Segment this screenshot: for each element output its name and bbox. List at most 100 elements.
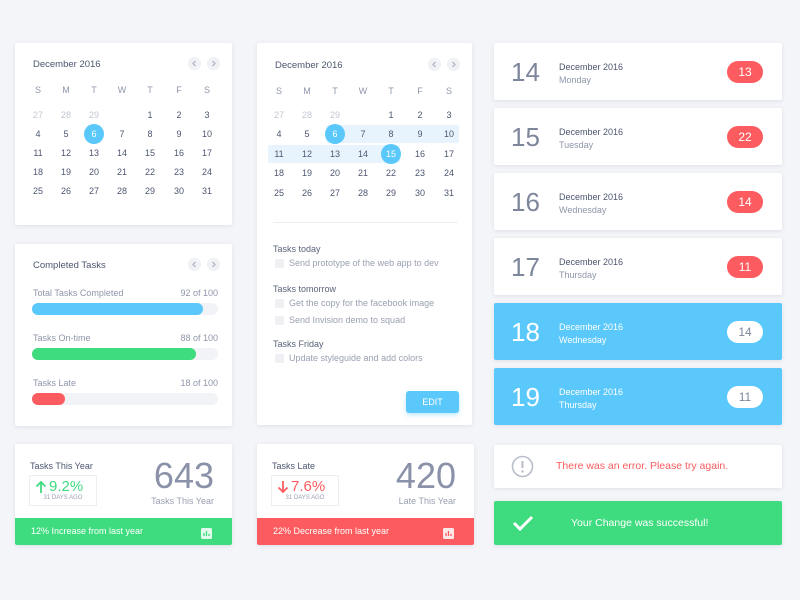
prev-arrow-part: [192, 60, 196, 67]
day[interactable]: 26: [301, 188, 313, 198]
edit-button[interactable]: EDIT: [406, 391, 459, 413]
checkbox[interactable]: [275, 316, 284, 325]
next-arrow[interactable]: [207, 258, 220, 271]
day[interactable]: 14: [357, 149, 369, 159]
day[interactable]: 2: [417, 110, 423, 120]
prev-arrow[interactable]: [188, 258, 201, 271]
day[interactable]: 17: [443, 149, 455, 159]
day[interactable]: 23: [414, 168, 426, 178]
chart-icon: [201, 526, 212, 539]
day[interactable]: 16: [173, 148, 185, 158]
next-arrow[interactable]: [447, 58, 460, 71]
change-arrow-part: [35, 480, 47, 493]
day[interactable]: 6: [91, 129, 97, 139]
day[interactable]: 19: [301, 168, 313, 178]
day[interactable]: 24: [443, 168, 455, 178]
day[interactable]: 24: [201, 167, 213, 177]
day[interactable]: 27: [273, 110, 285, 120]
day[interactable]: 27: [329, 188, 341, 198]
day[interactable]: 31: [201, 186, 213, 196]
day[interactable]: 17: [201, 148, 213, 158]
day[interactable]: 16: [414, 149, 426, 159]
day[interactable]: 30: [414, 188, 426, 198]
day[interactable]: 28: [301, 110, 313, 120]
day[interactable]: 29: [329, 110, 341, 120]
chart-icon-part: [201, 528, 212, 539]
task-group-title: Tasks Friday: [273, 339, 324, 349]
day[interactable]: 27: [32, 110, 44, 120]
day[interactable]: 11: [274, 149, 284, 159]
day[interactable]: 4: [276, 129, 282, 139]
day[interactable]: 29: [385, 188, 397, 198]
day[interactable]: 22: [385, 168, 397, 178]
next-arrow-part: [207, 258, 220, 271]
change-value: 7.6%: [291, 478, 326, 495]
progress-value: 88 of 100: [180, 333, 218, 343]
day[interactable]: 28: [357, 188, 369, 198]
day[interactable]: 8: [388, 129, 394, 139]
day[interactable]: 1: [388, 110, 394, 120]
day[interactable]: 25: [273, 188, 285, 198]
day[interactable]: 8: [147, 129, 153, 139]
day[interactable]: 26: [60, 186, 72, 196]
day[interactable]: 27: [88, 186, 100, 196]
selected-day: [325, 124, 345, 144]
success-icon-part: [512, 515, 534, 532]
day-weekday: Tuesday: [559, 140, 594, 150]
day[interactable]: 2: [176, 110, 182, 120]
count-badge: 11: [727, 386, 763, 408]
day-month: December 2016: [559, 62, 624, 72]
next-arrow-part: [447, 58, 460, 71]
next-arrow[interactable]: [207, 57, 220, 70]
day[interactable]: 20: [329, 168, 341, 178]
day[interactable]: 18: [273, 168, 285, 178]
day[interactable]: 7: [360, 129, 366, 139]
day[interactable]: 5: [63, 129, 69, 139]
change-box: 9.2% 31 DAYS AGO: [29, 475, 97, 506]
day[interactable]: 15: [385, 149, 397, 159]
day[interactable]: 19: [60, 167, 72, 177]
prev-arrow[interactable]: [428, 58, 441, 71]
day[interactable]: 31: [443, 188, 455, 198]
day[interactable]: 6: [332, 129, 338, 139]
day[interactable]: 3: [446, 110, 452, 120]
day[interactable]: 21: [116, 167, 128, 177]
day[interactable]: 18: [32, 167, 44, 177]
day[interactable]: 28: [60, 110, 72, 120]
day[interactable]: 30: [173, 186, 185, 196]
day[interactable]: 29: [88, 110, 100, 120]
day[interactable]: 29: [144, 186, 156, 196]
checkbox[interactable]: [275, 354, 284, 363]
prev-arrow[interactable]: [188, 57, 201, 70]
weekday: M: [62, 85, 70, 95]
change-value: 9.2%: [49, 478, 84, 495]
day[interactable]: 14: [116, 148, 128, 158]
day[interactable]: 1: [147, 110, 153, 120]
day[interactable]: 4: [35, 129, 41, 139]
checkbox[interactable]: [275, 259, 284, 268]
day[interactable]: 10: [443, 129, 455, 139]
day[interactable]: 12: [301, 149, 313, 159]
day[interactable]: 11: [33, 148, 43, 158]
day[interactable]: 21: [357, 168, 369, 178]
day[interactable]: 3: [204, 110, 210, 120]
day[interactable]: 25: [32, 186, 44, 196]
day[interactable]: 10: [201, 129, 213, 139]
day[interactable]: 28: [116, 186, 128, 196]
prev-arrow-part: [428, 58, 441, 71]
checkbox[interactable]: [275, 299, 284, 308]
day[interactable]: 9: [176, 129, 182, 139]
day[interactable]: 13: [88, 148, 100, 158]
day[interactable]: 13: [329, 149, 341, 159]
day[interactable]: 5: [304, 129, 310, 139]
calendar-title: December 2016: [275, 60, 343, 71]
day[interactable]: 20: [88, 167, 100, 177]
day[interactable]: 7: [119, 129, 125, 139]
day[interactable]: 15: [144, 148, 156, 158]
weekday: F: [176, 85, 182, 95]
day[interactable]: 23: [173, 167, 185, 177]
day[interactable]: 12: [60, 148, 72, 158]
day[interactable]: 9: [417, 129, 423, 139]
day[interactable]: 22: [144, 167, 156, 177]
